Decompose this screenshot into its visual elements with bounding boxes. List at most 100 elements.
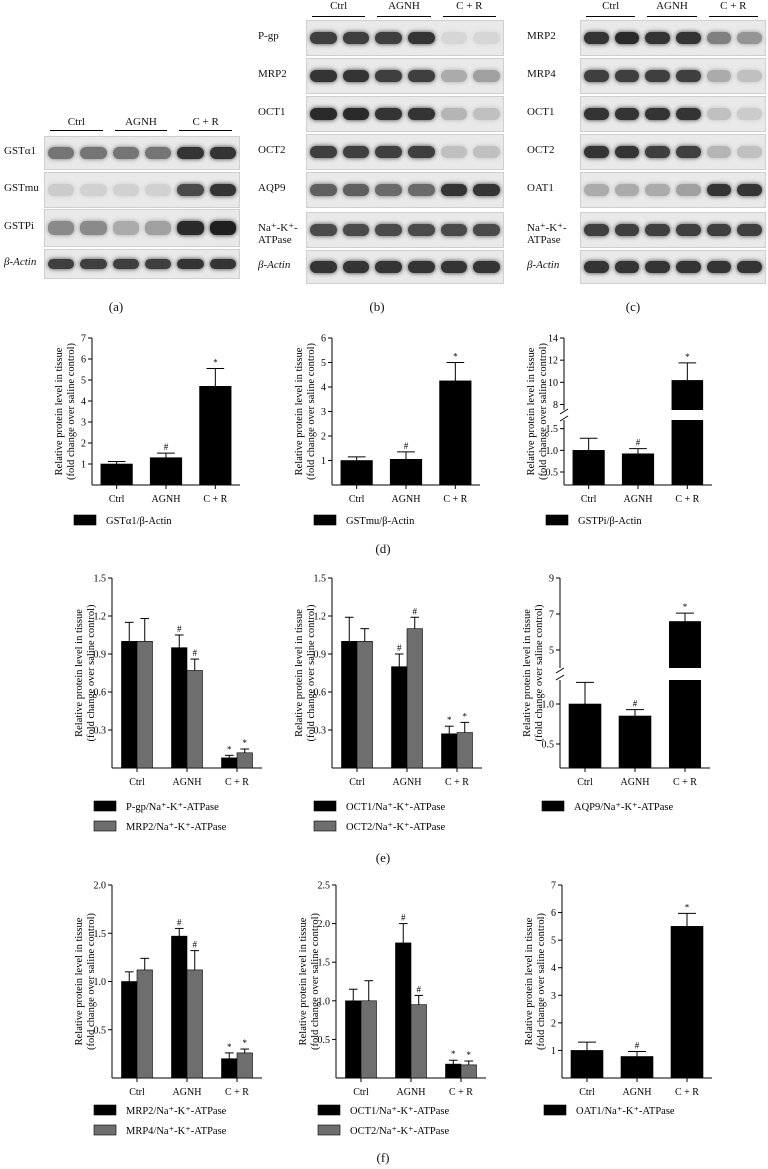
- blot-a-strip: [44, 209, 240, 247]
- blot-c-strip: [580, 212, 766, 248]
- bar: [671, 380, 704, 410]
- x-tick-label: C + R: [445, 777, 469, 788]
- blot-band: [737, 223, 762, 237]
- blot-band: [80, 221, 107, 235]
- blot-band: [342, 260, 370, 274]
- significance-mark: *: [463, 711, 468, 721]
- y-tick-label: 0.5: [318, 1035, 331, 1046]
- blot-b-strip: [306, 250, 504, 284]
- blot-band: [737, 69, 762, 83]
- blot-c-strip: [580, 58, 766, 94]
- blot-band: [676, 31, 701, 45]
- y-axis-label: Relative protein level in tissue(fold ch…: [526, 342, 549, 480]
- significance-mark: #: [413, 606, 418, 616]
- blot-band: [440, 69, 468, 83]
- bar: [186, 969, 203, 1079]
- significance-mark: *: [685, 352, 690, 362]
- legend-swatch: [317, 1104, 341, 1116]
- blot-b-group-line: [312, 16, 366, 17]
- blot-band: [645, 260, 670, 274]
- significance-mark: #: [404, 441, 409, 451]
- y-tick-label: 2: [321, 432, 326, 443]
- blot-band: [584, 107, 609, 121]
- blot-band: [310, 69, 337, 83]
- blot-c-row-label: OAT1: [527, 182, 554, 194]
- blot-c-group-line: [647, 16, 697, 17]
- blot-band: [473, 223, 500, 237]
- blot-band: [177, 183, 204, 197]
- y-tick-label: 1.2: [314, 612, 327, 623]
- y-axis-label: Relative protein level in tissue(fold ch…: [74, 912, 97, 1050]
- blot-band: [440, 223, 468, 237]
- y-tick-label: 1.5: [94, 574, 107, 585]
- x-tick-label: Ctrl: [577, 777, 593, 788]
- legend-label: AQP9/Na⁺-K⁺-ATPase: [574, 802, 673, 813]
- blot-band: [584, 260, 609, 274]
- blot-band: [375, 31, 402, 45]
- significance-mark: *: [453, 352, 458, 362]
- y-tick-label: 2: [81, 439, 86, 450]
- blot-b-row-label: AQP9: [258, 182, 286, 194]
- y-tick-label: 1: [81, 460, 86, 471]
- significance-mark: *: [227, 744, 232, 754]
- legend-label: MRP2/Na⁺-K⁺-ATPase: [126, 822, 227, 833]
- legend-swatch: [73, 514, 97, 526]
- legend-label: MRP4/Na⁺-K⁺-ATPase: [126, 1126, 227, 1137]
- x-tick-label: C + R: [443, 494, 467, 505]
- blot-a-row-label: GSTmu: [4, 182, 39, 194]
- blot-band: [145, 146, 172, 160]
- significance-mark: #: [193, 648, 198, 658]
- blot-band: [645, 145, 670, 159]
- y-tick-label: 0.6: [314, 688, 327, 699]
- panel-letter-e: (e): [375, 850, 391, 865]
- y-tick-label: 5: [551, 936, 556, 947]
- blot-band: [408, 107, 435, 121]
- blot-c-strip: [580, 172, 766, 208]
- y-tick-label: 0.9: [94, 650, 107, 661]
- blot-band: [614, 183, 640, 197]
- y-tick-label: 2: [551, 1018, 556, 1029]
- blot-a-row-label: β-Actin: [4, 256, 37, 268]
- blot-band: [48, 221, 75, 235]
- blot-band: [440, 183, 468, 197]
- significance-mark: *: [685, 902, 690, 912]
- blot-band: [614, 145, 640, 159]
- blot-band: [614, 223, 640, 237]
- y-tick-label: 7: [551, 881, 556, 892]
- y-axis-label: Relative protein level in tissue(fold ch…: [74, 604, 97, 742]
- x-tick-label: C + R: [225, 1087, 249, 1098]
- blot-band: [737, 31, 762, 45]
- bar: [618, 715, 652, 769]
- blot-band: [342, 223, 370, 237]
- blot-c-row-label: OCT2: [527, 144, 555, 156]
- y-tick-label: 9: [549, 574, 554, 585]
- blot-c-strip: [580, 134, 766, 170]
- blot-b-strip: [306, 20, 504, 56]
- panel-letter-a: (a): [108, 299, 124, 314]
- blot-a-strip: [44, 249, 240, 279]
- blot-band: [676, 183, 701, 197]
- bar: [171, 647, 188, 769]
- blot-b-strip: [306, 58, 504, 94]
- significance-mark: *: [227, 1042, 232, 1052]
- y-tick-label: 0.5: [546, 468, 559, 479]
- bar: [100, 463, 133, 486]
- significance-mark: *: [683, 602, 688, 612]
- blot-a-strip: [44, 172, 240, 208]
- blot-b-row-label: OCT1: [258, 106, 286, 118]
- significance-mark: #: [193, 940, 198, 950]
- bar: [406, 628, 423, 769]
- y-tick-label: 4: [81, 397, 86, 408]
- significance-mark: #: [401, 913, 406, 923]
- bar: [670, 926, 704, 1079]
- blot-b-group-label: Ctrl: [330, 0, 348, 12]
- bar: [441, 733, 458, 769]
- y-tick-label: 6: [551, 908, 556, 919]
- blot-c-strip: [580, 96, 766, 132]
- blot-c-group-label: Ctrl: [602, 0, 620, 12]
- blot-band: [614, 31, 640, 45]
- bar: [671, 420, 704, 485]
- blot-band: [310, 223, 337, 237]
- significance-mark: *: [243, 738, 248, 748]
- significance-mark: #: [177, 917, 182, 927]
